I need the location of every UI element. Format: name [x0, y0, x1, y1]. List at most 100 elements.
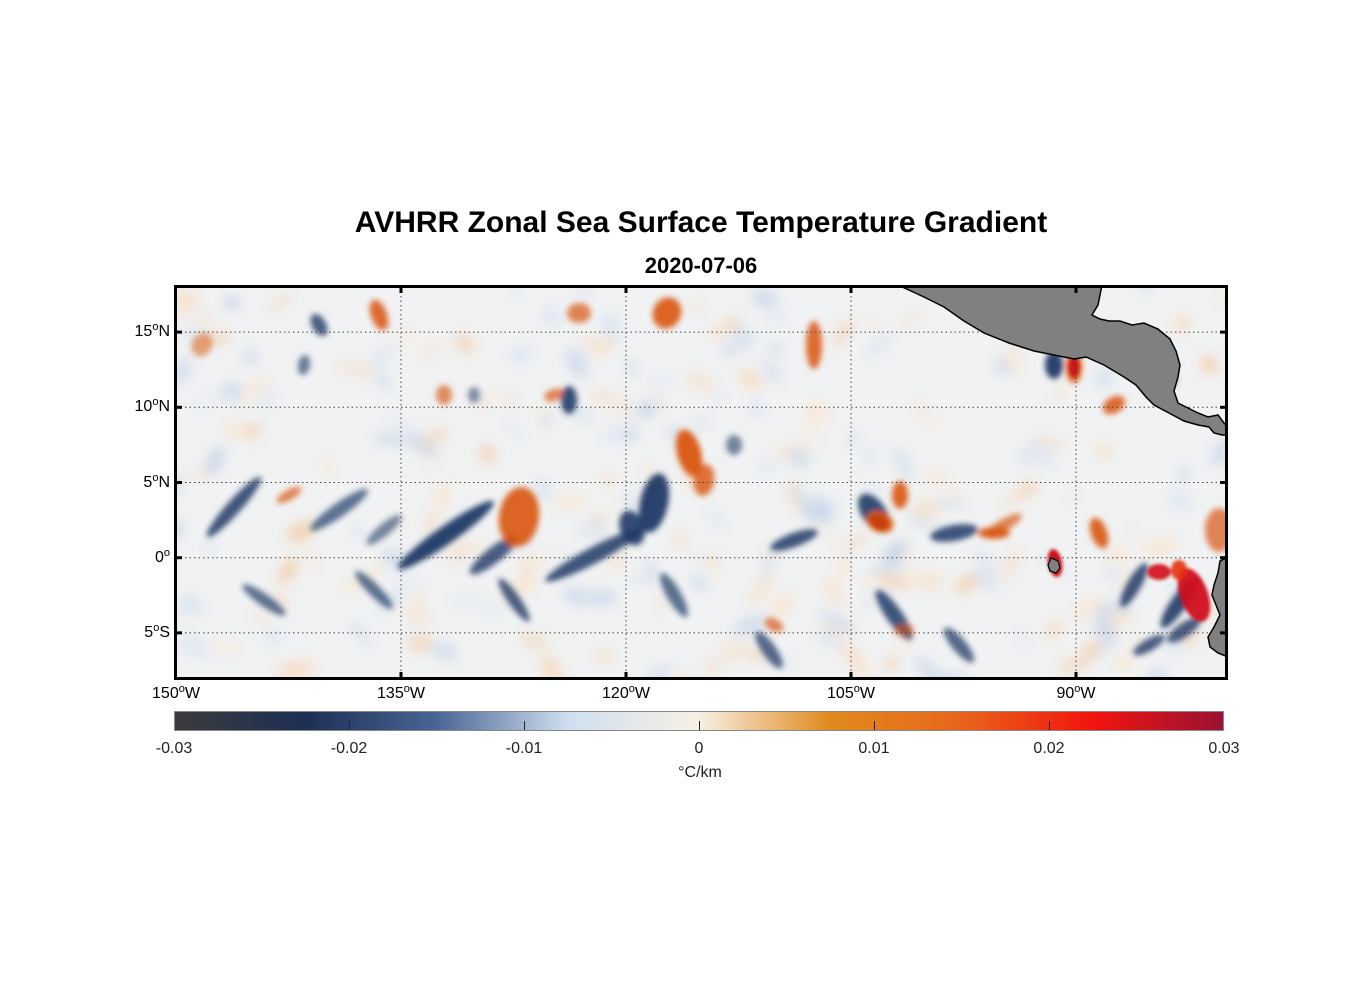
texture-blob — [1081, 641, 1101, 659]
degree-symbol: o — [153, 621, 160, 634]
latitude-label: 15oN — [110, 321, 170, 341]
axis-ticks — [174, 285, 1228, 680]
texture-blob — [623, 430, 640, 442]
texture-blob — [860, 481, 885, 501]
texture-blob — [454, 333, 475, 354]
gradient-feature — [1102, 395, 1126, 415]
latitude-hemisphere: N — [158, 323, 170, 341]
texture-blob — [551, 495, 586, 509]
texture-blob — [801, 440, 826, 450]
texture-blob — [249, 612, 270, 623]
gradient-feature — [242, 584, 286, 616]
colorbar-tick-mark — [874, 721, 875, 730]
texture-blob — [737, 370, 763, 389]
texture-blob — [761, 359, 783, 384]
texture-blob — [540, 412, 555, 430]
gradient-feature — [310, 489, 368, 531]
texture-blob — [1003, 347, 1021, 365]
texture-blob — [475, 604, 513, 612]
texture-blob — [751, 288, 778, 308]
gradient-feature — [806, 321, 822, 369]
texture-blob — [521, 560, 533, 583]
texture-blob — [691, 575, 707, 591]
texture-blob — [372, 435, 407, 445]
texture-blob — [1046, 618, 1063, 640]
colorbar-tick-label: 0.01 — [858, 740, 890, 757]
gradient-feature — [545, 528, 643, 582]
longitude-label: 105oW — [811, 683, 891, 703]
degree-symbol: o — [152, 396, 159, 409]
gradient-feature — [1167, 617, 1201, 643]
texture-blob — [563, 586, 591, 606]
texture-blob — [645, 372, 676, 390]
texture-blob — [972, 569, 1000, 592]
map-date: 2020-07-06 — [644, 253, 758, 278]
texture-blob — [594, 527, 606, 540]
texture-blob — [431, 482, 451, 513]
texture-blob — [915, 656, 944, 678]
latitude-label: 10oN — [110, 396, 170, 416]
texture-blob — [861, 447, 877, 462]
texture-blob — [239, 374, 271, 403]
texture-blob — [372, 371, 393, 390]
texture-blob — [646, 663, 671, 678]
latitude-label-value: 0 — [154, 548, 164, 566]
gradient-feature — [355, 571, 393, 609]
gradient-feature — [755, 631, 783, 669]
texture-blob — [1094, 366, 1113, 389]
texture-blob — [901, 570, 937, 585]
degree-symbol: o — [163, 546, 170, 559]
texture-blob — [818, 611, 854, 630]
texture-blob — [430, 641, 458, 661]
gradient-feature — [943, 627, 975, 663]
longitude-label: 120oW — [586, 683, 666, 703]
texture-blob — [533, 478, 554, 501]
texture-blob — [742, 649, 769, 663]
texture-blob — [690, 418, 711, 427]
gradient-feature — [498, 578, 530, 622]
texture-blob — [203, 541, 217, 554]
gradient-feature — [986, 513, 1022, 537]
gradient-feature — [206, 476, 262, 538]
gradient-feature — [366, 515, 402, 545]
degree-symbol: o — [1074, 683, 1081, 695]
texture-blob — [577, 287, 592, 301]
texture-blob — [975, 547, 995, 576]
gradient-feature — [770, 529, 818, 551]
texture-blob — [811, 524, 844, 543]
texture-blob — [1105, 567, 1118, 580]
texture-blob — [183, 632, 209, 659]
latitude-hemisphere: S — [159, 623, 170, 641]
longitude-hemisphere: W — [634, 685, 650, 702]
colorbar-tick-mark — [1049, 721, 1050, 730]
texture-blob — [596, 649, 613, 665]
texture-blob — [911, 500, 941, 518]
longitude-label: 135oW — [361, 683, 441, 703]
latitude-label: 0o — [110, 547, 170, 567]
texture-blob — [1138, 287, 1151, 293]
texture-blob — [542, 305, 560, 327]
texture-blob — [685, 373, 717, 391]
texture-blob — [504, 418, 524, 443]
texture-blob — [755, 459, 778, 474]
strong-gradient-feature — [871, 515, 887, 529]
colorbar-tick-label: -0.03 — [155, 740, 193, 757]
texture-blob — [620, 489, 637, 511]
texture-blob — [446, 594, 485, 605]
degree-symbol: o — [152, 321, 159, 334]
texture-blob — [734, 325, 755, 346]
texture-blob — [1033, 437, 1067, 450]
texture-blob — [843, 532, 869, 552]
texture-blob — [900, 314, 922, 327]
texture-blob — [645, 557, 658, 582]
texture-blob — [1097, 600, 1116, 638]
texture-blob — [865, 317, 876, 334]
texture-blob — [704, 660, 719, 677]
texture-blob — [893, 446, 914, 482]
texture-blob — [834, 554, 853, 578]
texture-blob — [1066, 492, 1078, 503]
latitude-hemisphere: N — [158, 398, 170, 416]
texture-blob — [579, 337, 619, 349]
gradient-feature — [561, 386, 577, 414]
colorbar-tick-mark — [524, 721, 525, 730]
